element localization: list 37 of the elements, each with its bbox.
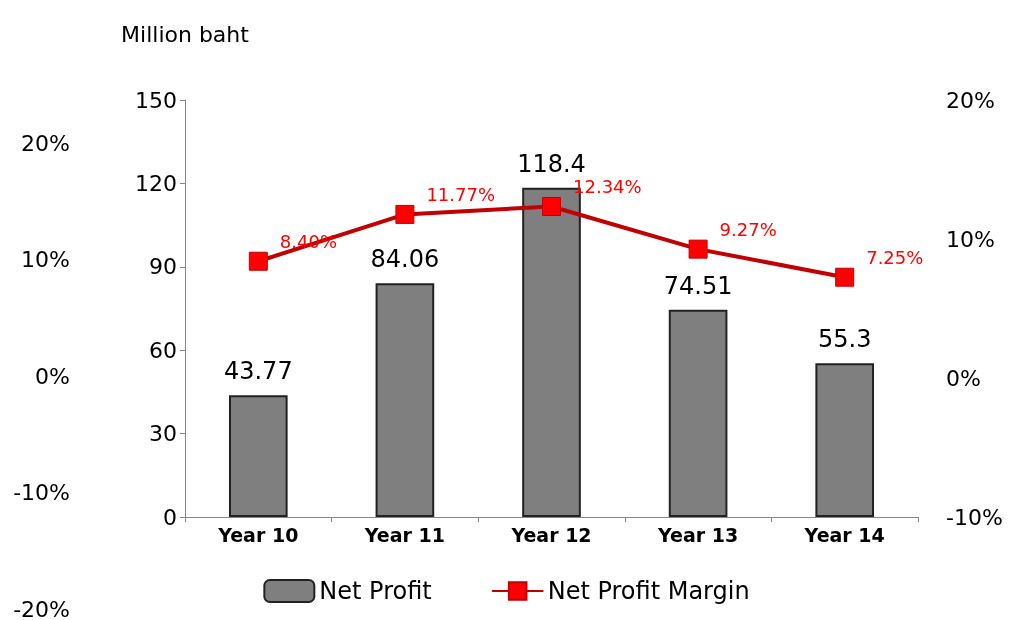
y3-tick-label: 10% — [21, 247, 70, 272]
legend-label: Net Profit — [319, 577, 432, 605]
y3-tick-label: 20% — [21, 130, 70, 156]
x-tick-label: Year 14 — [803, 523, 885, 546]
x-tick-label: Year 12 — [510, 523, 592, 546]
data-label: 9.27% — [719, 218, 777, 240]
data-label: 7.25% — [866, 246, 924, 268]
y-tick-label: 150 — [135, 87, 177, 113]
data-label: 43.77 — [223, 357, 293, 386]
point — [542, 196, 561, 216]
x-tick-label: Year 13 — [657, 523, 739, 546]
legend-label: Net Profit Margin — [547, 577, 750, 605]
y-tick-label: 60 — [149, 337, 177, 363]
point — [688, 239, 708, 259]
x-tick-label: Year 11 — [363, 523, 445, 546]
point — [395, 204, 415, 224]
y-axis-title: Million baht — [121, 21, 250, 47]
data-label: 12.34% — [573, 175, 642, 197]
y-tick-label: 90 — [149, 254, 177, 280]
data-label: 84.06 — [370, 245, 440, 274]
point — [248, 251, 268, 271]
y2-tick-label: 10% — [946, 226, 995, 252]
data-label: 55.3 — [817, 325, 872, 354]
data-label: 74.51 — [663, 271, 733, 300]
y-tick-label: 30 — [149, 421, 177, 447]
y2-tick-label: -10% — [946, 504, 1003, 530]
data-label: 118.4 — [517, 149, 586, 178]
y2-tick-label: 0% — [946, 365, 981, 391]
x-tick-label: Year 10 — [217, 523, 299, 546]
point — [835, 267, 855, 287]
data-label: 11.77% — [426, 183, 496, 205]
y2-tick-label: 20% — [946, 87, 995, 113]
y3-tick-label: -20% — [13, 596, 70, 620]
y-tick-label: 0 — [163, 504, 177, 530]
y3-tick-label: 0% — [35, 363, 70, 389]
y3-tick-label: -10% — [13, 480, 70, 505]
y-tick-label: 120 — [135, 170, 177, 196]
